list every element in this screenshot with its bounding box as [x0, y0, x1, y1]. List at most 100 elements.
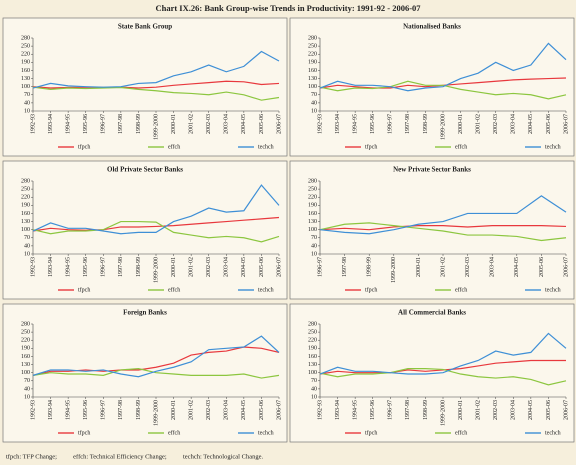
- x-tick-label: 2002-03: [206, 400, 212, 420]
- y-tick-label: 160: [308, 68, 317, 74]
- x-tick-label: 1996-97: [388, 400, 394, 420]
- y-tick-label: 250: [21, 186, 30, 192]
- y-tick-label: 220: [21, 52, 30, 58]
- y-tick-label: 130: [308, 219, 317, 225]
- legend-label: effch: [455, 286, 467, 293]
- y-tick-label: 100: [21, 84, 30, 90]
- y-tick-label: 190: [308, 346, 317, 352]
- y-tick-label: 10: [24, 394, 30, 400]
- legend-label: techch: [545, 430, 561, 436]
- x-tick-label: 2003-04: [511, 400, 517, 420]
- x-tick-label: 1997-98: [405, 400, 411, 420]
- x-tick-label: 2006-07: [276, 257, 282, 277]
- y-tick-label: 160: [21, 354, 30, 360]
- x-tick-label: 2005-06: [259, 400, 265, 420]
- y-tick-label: 40: [24, 100, 30, 106]
- x-tick-label: 1992-93: [30, 400, 36, 420]
- y-tick-label: 40: [24, 243, 30, 249]
- y-tick-label: 10: [24, 251, 30, 257]
- panel: All Commercial Banks 10 40 70 100 130 160 190 22…: [289, 303, 575, 443]
- x-tick-label: 2003-04: [224, 114, 230, 134]
- y-tick-label: 10: [311, 108, 317, 114]
- y-tick-label: 40: [24, 386, 30, 392]
- x-tick-label: 1997-98: [342, 257, 348, 277]
- y-tick-label: 130: [308, 362, 317, 368]
- x-tick-label: 2000-01: [171, 257, 177, 277]
- series-line: [32, 80, 280, 89]
- y-tick-label: 220: [308, 338, 317, 344]
- x-tick-label: 2001-02: [476, 400, 482, 420]
- legend-label: tfpch: [365, 143, 377, 150]
- x-tick-label: 2005-06: [539, 257, 545, 277]
- panel-title: State Bank Group: [118, 23, 172, 31]
- x-tick-label: 1995-96: [83, 400, 89, 420]
- y-tick-label: 280: [21, 321, 30, 327]
- x-tick-label: 1995-96: [370, 400, 376, 420]
- y-tick-label: 190: [21, 203, 30, 209]
- x-tick-label: 1996-97: [388, 114, 394, 134]
- x-tick-label: 1997-98: [405, 114, 411, 134]
- x-tick-label: 1997-98: [118, 257, 124, 277]
- x-tick-label: 2001-02: [189, 257, 195, 277]
- x-tick-label: 1996-97: [101, 257, 107, 277]
- x-tick-label: 1999-2000: [391, 257, 397, 283]
- x-tick-label: 2004-05: [514, 257, 520, 277]
- x-tick-label: 2006-07: [276, 114, 282, 134]
- y-tick-label: 220: [21, 338, 30, 344]
- series-line: [32, 50, 280, 89]
- legend-label: tfpch: [78, 286, 90, 293]
- y-tick-label: 100: [308, 84, 317, 90]
- y-tick-label: 40: [311, 100, 317, 106]
- x-tick-label: 1999-2000: [153, 114, 159, 140]
- legend-label: tfpch: [365, 286, 377, 293]
- legend-label: tfpch: [78, 143, 90, 150]
- y-tick-label: 190: [21, 60, 30, 66]
- x-tick-label: 1994-95: [353, 400, 359, 420]
- y-tick-label: 10: [311, 251, 317, 257]
- y-tick-label: 250: [21, 43, 30, 49]
- x-tick-label: 2004-05: [241, 257, 247, 277]
- y-tick-label: 70: [311, 378, 317, 384]
- x-tick-label: 2006-07: [276, 400, 282, 420]
- panel-frame: [2, 17, 288, 157]
- x-tick-label: 2002-03: [206, 114, 212, 134]
- y-tick-label: 130: [308, 76, 317, 82]
- x-tick-label: 1994-95: [66, 257, 72, 277]
- y-tick-label: 250: [308, 186, 317, 192]
- panel-title: Foreign Banks: [123, 309, 167, 317]
- y-tick-label: 280: [21, 178, 30, 184]
- y-tick-label: 130: [21, 76, 30, 82]
- series-line: [319, 222, 567, 242]
- x-tick-label: 2004-05: [241, 114, 247, 134]
- x-tick-label: 2001-02: [189, 114, 195, 134]
- x-tick-label: 1994-95: [353, 114, 359, 134]
- x-tick-label: 2003-04: [224, 257, 230, 277]
- x-tick-label: 1994-95: [66, 114, 72, 134]
- x-tick-label: 2002-03: [206, 257, 212, 277]
- x-tick-label: 1994-95: [66, 400, 72, 420]
- series-line: [319, 368, 567, 386]
- panel: State Bank Group 10 40 70 100 130 160 190 220 250…: [2, 17, 288, 157]
- series-line: [32, 335, 280, 378]
- x-tick-label: 1993-94: [335, 114, 341, 134]
- x-tick-label: 2003-04: [511, 114, 517, 134]
- panel-title: Nationalised Banks: [403, 23, 461, 31]
- panel: Foreign Banks 10 40 70 100 130 160 190 220 250 280…: [2, 303, 288, 443]
- x-tick-label: 1999-2000: [153, 257, 159, 283]
- x-tick-label: 2005-06: [546, 114, 552, 134]
- x-tick-label: 2002-03: [493, 114, 499, 134]
- x-tick-label: 1992-93: [30, 257, 36, 277]
- x-tick-label: 1996-97: [317, 257, 323, 277]
- x-tick-label: 1998-99: [136, 114, 142, 134]
- x-tick-label: 2003-04: [224, 400, 230, 420]
- legend-label: techch: [258, 287, 274, 293]
- y-tick-label: 280: [308, 35, 317, 41]
- y-tick-label: 70: [24, 235, 30, 241]
- x-tick-label: 2003-04: [490, 257, 496, 277]
- y-tick-label: 40: [311, 243, 317, 249]
- x-tick-label: 2004-05: [528, 400, 534, 420]
- x-tick-label: 2000-01: [171, 400, 177, 420]
- x-tick-label: 1996-97: [101, 114, 107, 134]
- y-tick-label: 250: [21, 329, 30, 335]
